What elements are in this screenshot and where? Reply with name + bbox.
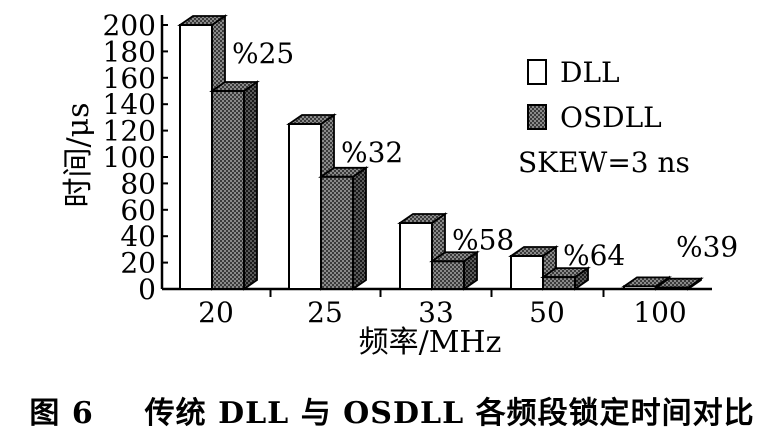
y-tick-label: 100 <box>103 141 156 174</box>
x-tick-label: 100 <box>633 296 686 329</box>
figure-caption-text: 传统 DLL 与 OSDLL 各频段锁定时间对比 <box>144 396 755 431</box>
legend-swatch-osdll <box>527 104 547 130</box>
x-tick-label: 50 <box>529 296 565 329</box>
legend-label-osdll: OSDLL <box>560 101 662 134</box>
legend-note: SKEW=3 ns <box>518 146 690 179</box>
bar-dll-50-front <box>510 255 544 290</box>
bar-osdll-100-front <box>655 286 689 290</box>
y-tick-label: 160 <box>103 62 156 95</box>
x-tick-label: 20 <box>198 296 234 329</box>
bar-osdll-25 <box>318 166 369 291</box>
bar-osdll-20-front <box>211 90 245 290</box>
y-axis-label: 时间/μs <box>61 103 96 208</box>
bar-dll-100-front <box>623 285 657 290</box>
x-tick-label: 33 <box>418 296 454 329</box>
bar-osdll-33-front <box>431 260 465 290</box>
y-tick-label: 120 <box>103 115 156 148</box>
figure-number: 图 6 <box>29 396 94 431</box>
annotation-label-33: %58 <box>452 223 514 256</box>
bar-osdll-50-front <box>542 276 576 290</box>
bar-osdll-20-side <box>243 80 258 291</box>
x-axis-label: 频率/MHz <box>359 325 502 360</box>
bar-osdll-25-side <box>352 166 367 291</box>
annotation-label-25: %32 <box>341 136 403 169</box>
y-tick-label: 200 <box>103 9 156 42</box>
y-tick-label: 0 <box>138 273 156 306</box>
annotation-label-20: %25 <box>232 37 294 70</box>
annotation-label-100: %39 <box>676 230 738 263</box>
legend-label-dll: DLL <box>560 56 620 89</box>
y-tick-label: 60 <box>120 194 156 227</box>
y-tick-label: 140 <box>103 88 156 121</box>
bar-dll-20-front <box>179 24 213 290</box>
y-tick-label: 40 <box>120 220 156 253</box>
y-tick-label: 180 <box>103 35 156 68</box>
bar-osdll-100 <box>653 276 704 291</box>
bar-osdll-20 <box>209 80 260 291</box>
annotation-label-50: %64 <box>563 239 625 272</box>
y-tick-label: 20 <box>120 247 156 280</box>
bar-osdll-50 <box>540 266 591 291</box>
bar-dll-25-front <box>288 123 322 290</box>
x-tick-label: 25 <box>307 296 343 329</box>
legend: DLL OSDLL SKEW=3 ns <box>518 56 690 179</box>
y-tick-label: 80 <box>120 167 156 200</box>
bar-osdll-33 <box>429 250 480 291</box>
bar-osdll-25-front <box>320 175 354 290</box>
bar-dll-33-front <box>399 222 433 290</box>
legend-swatch-dll <box>527 59 547 85</box>
figure-caption: 图 6 传统 DLL 与 OSDLL 各频段锁定时间对比 <box>0 388 784 432</box>
